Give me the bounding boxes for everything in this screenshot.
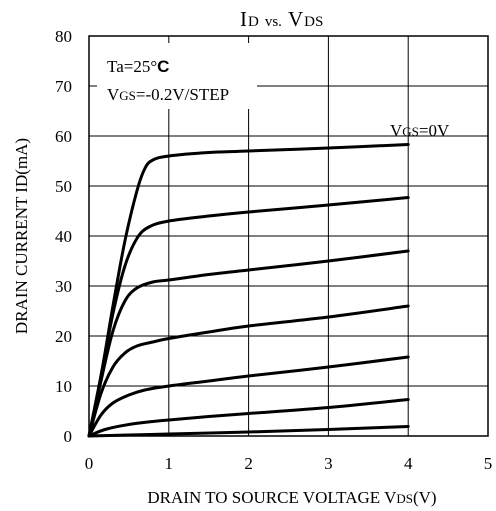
y-tick-label: 0 [64,427,73,446]
curve-label-sub: GS [402,124,419,139]
y-tick-label: 50 [55,177,72,196]
series-line-vgs_m2 [87,249,410,438]
curve-label-vgs-0v: VGS=0V [390,121,450,140]
series-line-vgs_m4 [87,355,410,438]
y-tick-label: 30 [55,277,72,296]
x-tick-label: 3 [324,454,333,473]
series-line-vgs_m1 [87,196,410,438]
x-tick-label: 1 [165,454,174,473]
title-part: V [288,7,303,31]
x-axis-title: DRAIN TO SOURCE VOLTAGE VDS(V) [147,488,436,507]
vgs-step-annotation: VGS=-0.2V/STEP [107,85,229,104]
y-tick-label: 60 [55,127,72,146]
vgs-sub: GS [119,88,136,103]
y-tick-label: 70 [55,77,72,96]
ta-unit: C [157,57,169,76]
x-tick-label: 4 [404,454,413,473]
curves [87,143,410,438]
x-axis-title-prefix: DRAIN TO SOURCE VOLTAGE V [147,488,397,507]
y-tick-label: 10 [55,377,72,396]
annotation-box [97,43,257,109]
y-tick-label: 20 [55,327,72,346]
chart-title: ID vs. VDS [240,7,323,31]
x-axis-title-suffix: (V) [413,488,437,507]
series-line-vgs_m6 [87,425,410,438]
x-axis-title-sub: DS [396,491,413,506]
curve-label-value: =0V [419,121,450,140]
title-part: D [248,14,259,30]
vgs-value: =-0.2V/STEP [136,85,229,104]
temperature-annotation: Ta=25°C [107,57,169,76]
series-line-vgs_m5 [87,398,410,438]
series-line-vgs_m3 [87,304,410,438]
x-tick-label: 5 [484,454,493,473]
y-tick-label: 80 [55,27,72,46]
title-part: DS [304,14,323,30]
plot-frame [88,35,489,437]
vgs-prefix: V [107,85,120,104]
title-part: vs. [265,14,282,30]
y-axis-title: DRAIN CURRENT ID(mA) [12,138,31,334]
title-part: I [240,7,247,31]
x-tick-label: 0 [85,454,94,473]
y-tick-label: 40 [55,227,72,246]
x-tick-label: 2 [244,454,253,473]
curve-label-prefix: V [390,121,403,140]
ta-value: Ta=25° [107,57,157,76]
